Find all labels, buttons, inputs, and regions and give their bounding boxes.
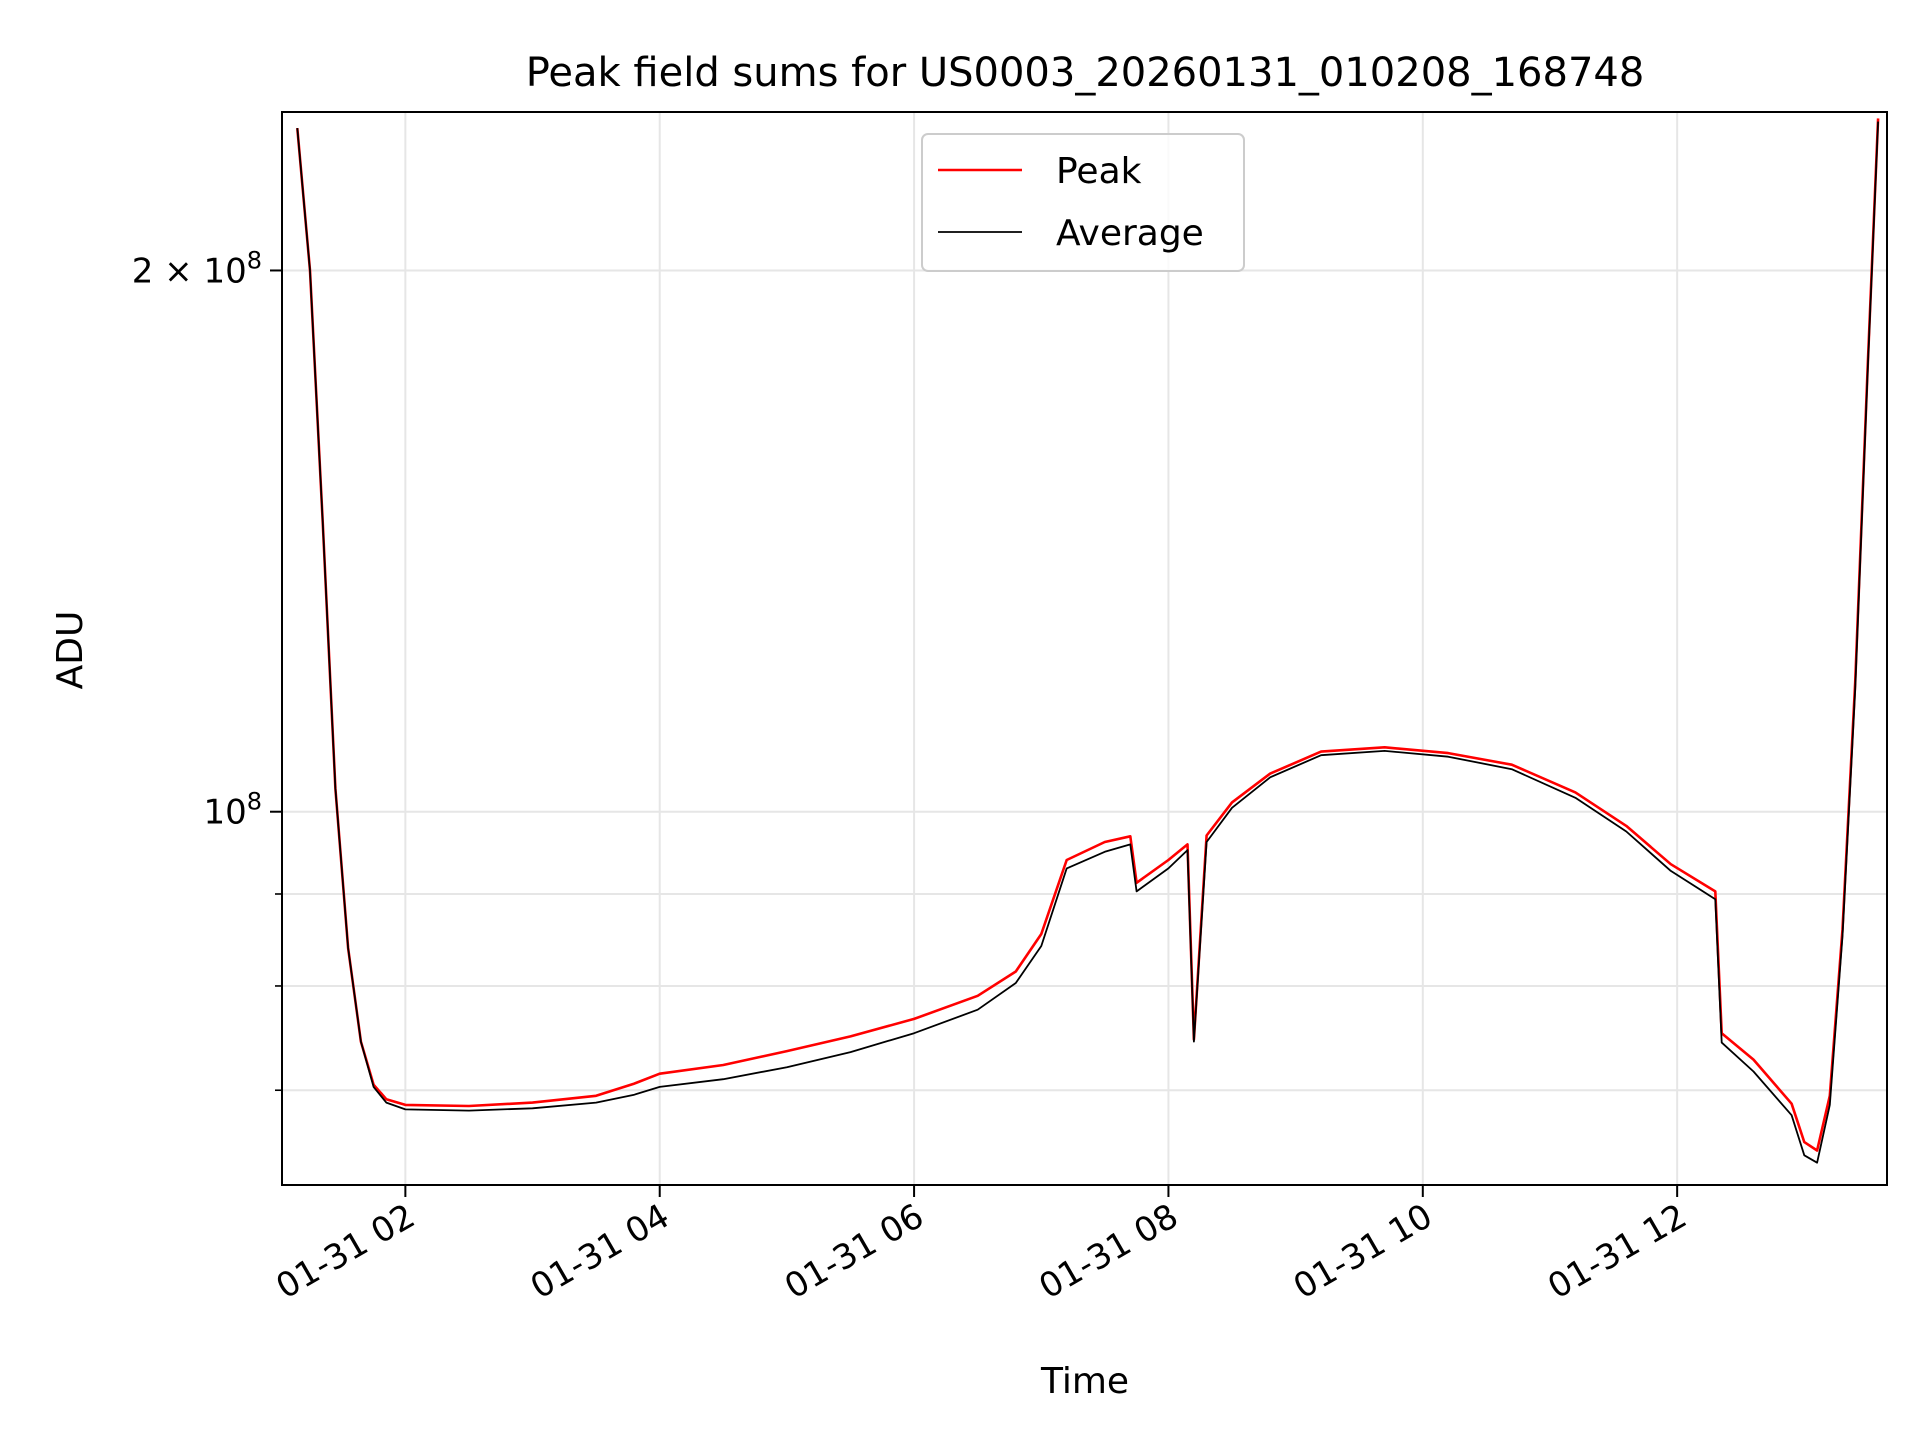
x-tick-label: 01-31 10 [1287,1196,1439,1307]
legend: Peak Average [921,133,1245,272]
axes-frame [281,111,1888,1186]
legend-label-peak: Peak [1056,151,1142,192]
x-axis-label: Time [1040,1361,1129,1402]
axes: 01-31 02 01-31 04 01-31 06 01-31 08 01-31 10… [132,111,1888,1307]
series-line-peak [296,118,1880,1152]
x-tick-label: 01-31 06 [778,1196,930,1307]
x-tick-label: 01-31 12 [1541,1196,1693,1307]
legend-box [921,133,1245,272]
x-tick-label: 01-31 02 [269,1196,421,1307]
y-tick-label: 108 [203,788,262,833]
legend-label-average: Average [1056,213,1204,254]
x-tick-label: 01-31 04 [524,1196,676,1307]
plot-area [296,118,1880,1164]
series-line-average [296,121,1879,1164]
x-tick-label: 01-31 08 [1033,1196,1185,1307]
chart-title: Peak field sums for US0003_20260131_0102… [526,50,1645,96]
y-axis-label: ADU [50,611,91,690]
y-tick-label: 2 × 108 [132,246,262,291]
grid [282,112,1887,1185]
